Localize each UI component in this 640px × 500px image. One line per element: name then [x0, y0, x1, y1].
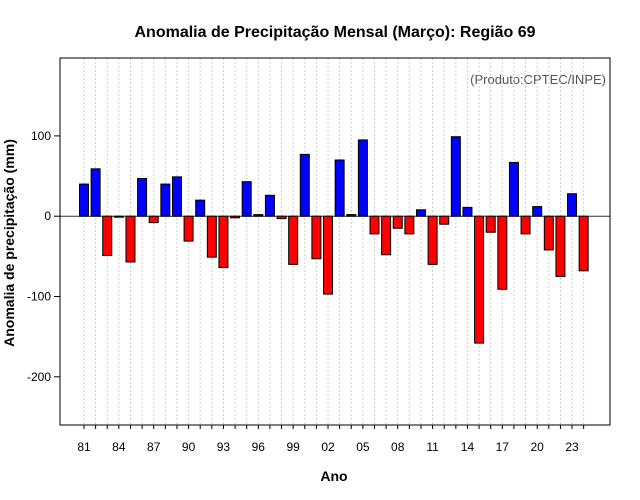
bar-2015 [474, 215, 485, 344]
bar-2023 [567, 193, 578, 217]
bar-2018 [508, 161, 519, 217]
bar-2006 [369, 215, 380, 235]
y-tick-label: -100 [27, 290, 51, 304]
bar-1984 [113, 215, 124, 218]
x-axis-label: Ano [320, 468, 347, 484]
bar-2008 [392, 215, 403, 229]
bar-2014 [462, 206, 473, 217]
y-axis: 100 0 -100 -200 [27, 129, 60, 384]
bar-2016 [485, 215, 496, 233]
bar-1993 [218, 215, 229, 269]
bar-2000 [299, 153, 310, 217]
bar-1991 [195, 199, 206, 217]
bars [79, 136, 589, 344]
bar-2022 [555, 215, 566, 277]
y-axis-label: Anomalia de precipitação (mm) [1, 139, 17, 347]
bar-1986 [137, 177, 148, 217]
bar-1988 [160, 183, 171, 217]
bar-2004 [346, 214, 357, 217]
bar-1995 [241, 181, 252, 217]
bar-2007 [381, 215, 392, 256]
bar-1990 [183, 215, 194, 242]
y-tick-label: 0 [44, 209, 51, 223]
bar-1998 [276, 215, 287, 220]
bar-1981 [79, 183, 89, 217]
x-tick-label: 81 [77, 440, 91, 454]
x-tick-label: 14 [461, 440, 475, 454]
bar-1997 [264, 194, 275, 217]
bar-2001 [311, 215, 322, 260]
x-tick-label: 23 [565, 440, 579, 454]
x-tick-label: 99 [286, 440, 300, 454]
y-tick-label: -200 [27, 370, 51, 384]
bar-2013 [450, 136, 461, 217]
bar-1989 [171, 176, 182, 217]
bar-2009 [404, 215, 415, 235]
x-tick-label: 93 [217, 440, 231, 454]
bar-2002 [323, 215, 334, 295]
bar-2012 [439, 215, 450, 225]
bar-1999 [288, 215, 299, 265]
x-tick-label: 11 [426, 440, 439, 454]
x-tick-label: 96 [252, 440, 266, 454]
grid [83, 58, 585, 425]
bar-1994 [230, 215, 241, 219]
bar-2011 [427, 215, 438, 265]
x-tick-label: 84 [112, 440, 126, 454]
bar-2005 [357, 139, 368, 217]
bar-1983 [102, 215, 113, 257]
y-tick-label: 100 [31, 129, 51, 143]
x-tick-label: 20 [531, 440, 545, 454]
bar-1985 [125, 215, 136, 263]
bar-2021 [543, 215, 554, 251]
x-tick-label: 90 [182, 440, 196, 454]
x-tick-label: 87 [147, 440, 161, 454]
bar-2003 [334, 159, 345, 217]
chart-title: Anomalia de Precipitação Mensal (Março):… [134, 24, 535, 41]
x-tick-label: 08 [391, 440, 405, 454]
bar-2017 [497, 215, 508, 290]
bar-2019 [520, 215, 531, 235]
x-tick-label: 17 [496, 440, 510, 454]
bar-1987 [148, 215, 159, 224]
bar-2020 [532, 206, 543, 217]
x-tick-label: 02 [321, 440, 335, 454]
x-tick-label: 05 [356, 440, 370, 454]
bar-2010 [415, 209, 426, 217]
plot-border [59, 57, 611, 426]
bar-1996 [253, 214, 264, 217]
bar-1982 [90, 168, 101, 217]
bar-1992 [206, 215, 217, 258]
x-axis: 81 84 87 90 93 96 99 02 05 08 11 14 17 20 23 [77, 425, 585, 454]
bar-2024 [578, 215, 589, 272]
